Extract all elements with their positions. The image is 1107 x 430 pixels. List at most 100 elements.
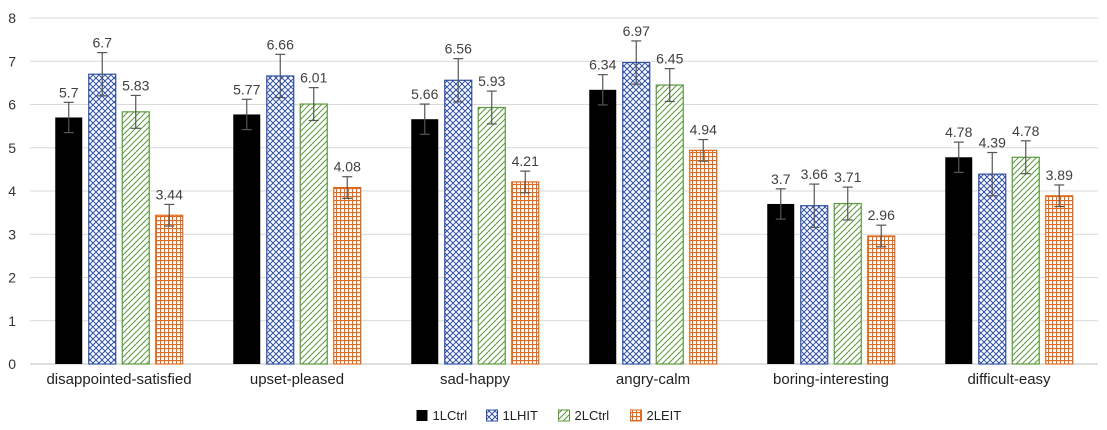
bar-2LCtrl-angry-calm <box>655 84 684 365</box>
data-label: 3.66 <box>801 166 828 182</box>
legend-label: 1LCtrl <box>433 408 468 423</box>
error-bar <box>275 53 286 99</box>
bar-1LCtrl-difficult-easy <box>945 157 973 364</box>
error-bar <box>164 203 175 227</box>
error-bar <box>308 87 319 122</box>
bar-2LEIT-upset-pleased <box>333 186 362 365</box>
error-bar <box>631 40 642 85</box>
legend-label: 2LEIT <box>647 408 682 423</box>
error-bar <box>809 183 820 228</box>
y-tick-label: 8 <box>8 10 16 26</box>
x-tick-label: angry-calm <box>616 371 690 388</box>
data-label: 4.78 <box>945 124 972 140</box>
y-tick-label: 4 <box>8 183 16 199</box>
data-label: 5.77 <box>233 81 260 97</box>
data-label: 6.56 <box>445 41 472 57</box>
bars <box>55 40 1074 365</box>
legend-swatch <box>558 409 570 422</box>
bar-1LHIT-sad-happy <box>444 79 473 365</box>
data-label: 5.66 <box>411 86 438 102</box>
data-label: 4.39 <box>979 135 1006 151</box>
bar-1LCtrl-boring-interesting <box>767 203 795 364</box>
legend-item-2LEIT: 2LEIT <box>630 408 682 423</box>
x-tick-label: difficult-easy <box>967 371 1051 388</box>
bar-2LEIT-boring-interesting <box>867 235 896 365</box>
data-label: 6.01 <box>300 70 327 86</box>
data-label: 5.7 <box>59 84 79 100</box>
legend-label: 2LCtrl <box>575 408 610 423</box>
bar-2LEIT-difficult-easy <box>1045 195 1074 365</box>
error-bar <box>63 101 74 134</box>
data-label: 3.7 <box>771 171 791 187</box>
data-label: 6.7 <box>93 35 113 51</box>
error-bar <box>953 141 964 174</box>
error-bar <box>97 51 108 97</box>
data-labels: 5.7 6.7 5.83 3.44 5.77 6.66 6.01 4.08 5.66 6.56 5.… <box>59 23 1073 223</box>
legend-item-1LHIT: 1LHIT <box>486 408 538 423</box>
bar-1LCtrl-disappointed-satisfied <box>55 117 83 364</box>
error-bar <box>419 103 430 135</box>
error-bar <box>698 138 709 162</box>
error-bar <box>342 176 353 199</box>
data-label: 2.96 <box>868 207 895 223</box>
bar-2LCtrl-upset-pleased <box>299 103 328 365</box>
data-label: 3.71 <box>834 169 861 185</box>
data-label: 3.89 <box>1046 167 1073 183</box>
bar-2LCtrl-difficult-easy <box>1011 156 1040 365</box>
bar-2LEIT-disappointed-satisfied <box>155 214 184 365</box>
data-label: 4.08 <box>334 159 361 175</box>
data-label: 6.34 <box>589 57 616 73</box>
error-bar <box>241 98 252 131</box>
legend-swatch <box>630 409 642 422</box>
bar-1LHIT-disappointed-satisfied <box>88 73 117 365</box>
data-label: 4.21 <box>512 153 539 169</box>
legend-item-2LCtrl: 2LCtrl <box>558 408 610 423</box>
y-tick-label: 2 <box>8 270 16 286</box>
data-label: 5.83 <box>122 77 149 93</box>
error-bar <box>775 188 786 220</box>
error-bar <box>842 186 853 221</box>
error-bar <box>453 58 464 103</box>
data-label: 5.93 <box>478 73 505 89</box>
bar-1LCtrl-angry-calm <box>589 89 617 365</box>
y-tick-label: 6 <box>8 97 16 113</box>
bar-2LEIT-sad-happy <box>511 181 540 365</box>
data-label: 6.97 <box>623 23 650 39</box>
data-label: 3.44 <box>156 186 183 202</box>
error-bar <box>876 224 887 248</box>
data-label: 6.66 <box>267 36 294 52</box>
error-bar <box>1020 140 1031 175</box>
legend-item-1LCtrl: 1LCtrl <box>416 408 468 423</box>
error-bar <box>486 90 497 125</box>
error-bar <box>987 151 998 197</box>
y-tick-label: 5 <box>8 140 16 156</box>
error-bar <box>597 74 608 106</box>
x-tick-label: boring-interesting <box>773 371 889 388</box>
legend-swatch <box>416 410 428 421</box>
gridlines <box>30 17 1098 365</box>
error-bar <box>520 170 531 194</box>
data-label: 6.45 <box>656 51 683 67</box>
bar-2LEIT-angry-calm <box>689 149 718 365</box>
bar-1LHIT-difficult-easy <box>978 173 1007 365</box>
bar-1LCtrl-upset-pleased <box>233 114 261 364</box>
bar-1LHIT-upset-pleased <box>266 75 295 365</box>
data-label: 4.94 <box>690 122 717 138</box>
x-tick-label: upset-pleased <box>250 371 344 388</box>
y-tick-label: 1 <box>8 313 16 329</box>
bar-1LCtrl-sad-happy <box>411 119 439 364</box>
bar-1LHIT-angry-calm <box>622 61 651 365</box>
x-tick-label: disappointed-satisfied <box>46 371 191 388</box>
x-axis: disappointed-satisfied upset-pleased sad-h… <box>46 371 1051 388</box>
y-tick-label: 0 <box>8 356 16 372</box>
error-bar <box>1054 184 1065 208</box>
y-tick-label: 7 <box>8 53 16 69</box>
legend-label: 1LHIT <box>503 408 538 423</box>
x-tick-label: sad-happy <box>440 371 511 388</box>
error-bar <box>130 94 141 129</box>
bar-1LHIT-boring-interesting <box>800 205 829 365</box>
bar-2LCtrl-boring-interesting <box>833 202 862 365</box>
y-tick-label: 3 <box>8 226 16 242</box>
